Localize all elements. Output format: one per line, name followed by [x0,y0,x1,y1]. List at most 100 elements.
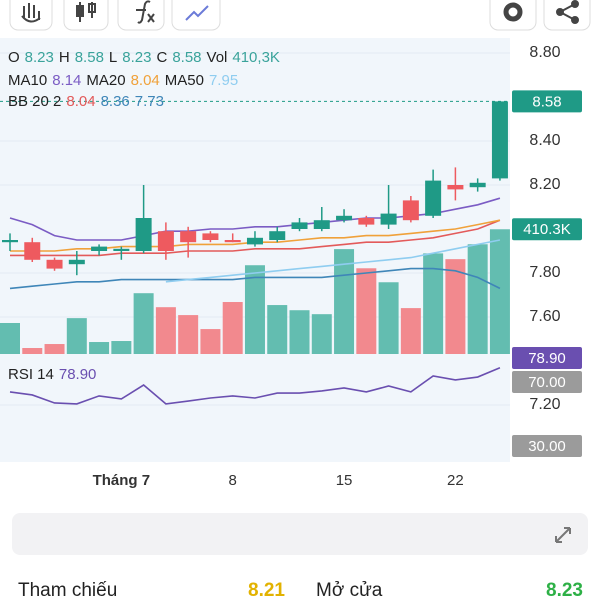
volume-bar [22,348,43,354]
candle-button[interactable] [63,0,109,31]
candle-body [469,182,486,188]
x-tick-label: 15 [336,472,353,489]
volume-bar [133,293,154,354]
volume-bar [467,244,488,354]
candle-body [246,237,263,245]
legend-item: 7.95 [209,72,238,89]
candle-body [313,220,330,229]
candle-body [68,259,85,265]
bb-lower-line [9,267,501,290]
y-tick-label: 8.80 [529,44,560,61]
x-tick-label: 8 [229,472,237,489]
volume-bar [445,259,466,354]
candle-icon-body [88,3,96,13]
candle-body [46,259,63,269]
candle-body [180,231,197,243]
y-tick-label: 7.20 [529,396,560,413]
volume-bar [289,310,310,354]
volume-bar [155,307,176,354]
legend-item: MA50 [165,72,204,89]
indicator-button[interactable] [117,0,165,31]
legend-item: 8.23 [122,49,151,66]
volume-bar [200,329,221,354]
ai-icon [185,5,209,21]
candle-body [425,180,442,216]
candle-body [202,233,219,240]
rsi-line [9,367,501,405]
value-tag [512,90,582,113]
legend-row: RSI 14 78.90 [8,366,96,383]
fx-icon [136,0,155,24]
legend-row: O 8.23 H 8.58 L 8.23 C 8.58 Vol 410,3K [8,49,280,66]
legend-item: 8.04 [131,72,160,89]
candle-body [113,248,130,251]
legend-item: O [8,49,20,66]
legend-item: C [156,49,167,66]
y-tick-label: 8.40 [529,132,560,149]
legend-row: MA10 8.14 MA20 8.04 MA50 7.95 [8,72,238,89]
volume-bar [0,322,20,354]
toolbar-icons [21,0,579,24]
volume-bar [267,305,288,354]
legend-item: 8.14 [52,72,81,89]
candle-body [224,240,241,243]
legend-item: 8.04 [66,93,95,110]
y-tick-label: 8.20 [529,176,560,193]
candle-body [91,246,108,251]
candle-body [24,242,41,260]
stat-value: 8.21 [248,580,285,600]
x-tick-label: Tháng 7 [93,472,151,489]
hand-icon [21,3,41,23]
candle-body [447,185,464,190]
value-tag [512,347,582,369]
volume-bar [89,342,110,354]
legend-item: 8.23 [25,49,54,66]
legend-item: H [59,49,70,66]
candle-body [491,101,508,179]
candle-body [135,218,152,251]
volume-bar [44,344,65,354]
volume-bar [311,314,332,354]
chart: 8.80 8.40 8.20 7.80 7.60 7.20 Tháng 7 8 15 22 8.58… [0,44,583,601]
legend-item: RSI 14 [8,366,54,383]
legend-item: 78.90 [59,366,97,383]
volume-bar [222,302,243,354]
volume-bar [400,308,421,354]
candle-body [2,240,18,243]
volume-bar [111,341,132,354]
legend-row: BB 20 2 8.04 8.36 7.73 [8,93,164,110]
volume-bar [178,315,199,354]
volume-bar [378,282,399,354]
y-tick-label: 7.60 [529,308,560,325]
bb-mid-line [10,219,501,257]
value-tag-label: 78.90 [528,350,566,367]
hand-button[interactable] [9,0,53,31]
volume-bar [66,318,87,354]
settings-button[interactable] [489,0,537,31]
stat-label: Mở cửa [316,580,383,600]
value-tag-label: 8.58 [532,93,561,110]
value-tag [512,371,582,393]
ma-line [165,239,501,283]
legend-item: MA10 [8,72,47,89]
candle-body [157,231,174,251]
legend-item: 8.58 [172,49,201,66]
legend-item: 410,3K [232,49,280,66]
stat-label: Tham chiếu [18,580,117,600]
legend-item: L [109,49,117,66]
volume-bar [489,229,510,354]
legend-item: MA20 [86,72,125,89]
value-tag-label: 30.00 [528,438,566,455]
candle-body [269,231,286,240]
candle-body [291,222,308,229]
value-tag-label: 410.3K [523,221,571,238]
volume-bar [356,268,377,354]
y-tick-label: 7.80 [529,264,560,281]
value-tag [512,435,582,457]
x-tick-label: 22 [447,472,464,489]
legend-item: BB 20 2 [8,93,61,110]
expand-icon[interactable] [555,527,571,543]
toolbar [9,0,591,31]
